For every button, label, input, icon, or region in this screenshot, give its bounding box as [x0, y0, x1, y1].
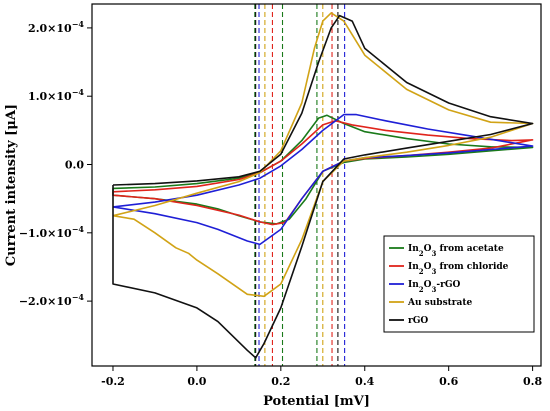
legend-text-part: O: [424, 262, 432, 272]
legend-box: [383, 235, 535, 333]
y-tick-exponent: −4: [72, 292, 85, 302]
legend-subscript: 3: [431, 249, 436, 258]
y-tick-mantissa: 1.0×10: [28, 90, 72, 103]
legend-text-part: In: [408, 244, 419, 254]
reference-lines: [254, 4, 346, 366]
y-tick-label: −1.0×10−4: [19, 224, 85, 240]
y-tick-exponent: −4: [72, 224, 85, 234]
y-tick-label: 1.0×10−4: [28, 87, 84, 103]
y-tick-label: 2.0×10−4: [28, 19, 84, 35]
legend-text-part: O: [424, 244, 432, 254]
legend-text-part: -rGO: [436, 280, 460, 290]
x-tick-label: 0.0: [187, 375, 206, 388]
x-tick-label: 0.6: [439, 375, 458, 388]
legend-subscript: 3: [431, 285, 436, 294]
legend-text-part: In: [408, 280, 419, 290]
series-line-4: [112, 12, 534, 298]
legend-entry: In2O3 from acetate: [408, 244, 504, 258]
x-tick-label: 0.2: [271, 375, 290, 388]
legend-subscript: 2: [419, 249, 424, 258]
x-axis-label: Potential [mV]: [263, 394, 370, 409]
y-tick-mantissa: −1.0×10: [19, 227, 72, 240]
legend-subscript: 3: [431, 267, 436, 276]
x-tick-label: -0.2: [101, 375, 125, 388]
legend-entry: Au substrate: [407, 298, 473, 308]
y-axis-label: Current intensity [μA]: [4, 104, 19, 266]
y-tick-mantissa: 0.0: [65, 159, 84, 172]
legend-text-part: rGO: [408, 316, 428, 326]
x-tick-label: 0.8: [523, 375, 542, 388]
y-tick-label: −2.0×10−4: [19, 292, 85, 308]
x-tick-label: 0.4: [355, 375, 374, 388]
voltammogram-series: [112, 12, 534, 359]
x-axis-ticks: -0.2 0.0 0.2 0.4 0.6 0.8: [101, 366, 543, 388]
series-line-5: [112, 14, 534, 359]
legend-text-part: Au substrate: [407, 298, 473, 308]
series-line-2: [112, 120, 534, 226]
y-tick-exponent: −4: [72, 87, 85, 97]
legend-text-part: from chloride: [436, 262, 508, 272]
plot-frame: [91, 3, 542, 367]
legend-subscript: 2: [419, 267, 424, 276]
legend-entry: In2O3-rGO: [408, 280, 461, 294]
legend-entry: In2O3 from chloride: [408, 262, 509, 276]
y-tick-exponent: −4: [72, 19, 85, 29]
legend-text-part: In: [408, 262, 419, 272]
legend-entry: rGO: [408, 316, 428, 326]
y-tick-mantissa: −2.0×10: [19, 295, 72, 308]
legend-subscript: 2: [419, 285, 424, 294]
legend-text-part: from acetate: [436, 244, 504, 254]
y-tick-mantissa: 2.0×10: [28, 22, 72, 35]
legend-text-part: O: [424, 280, 432, 290]
series-line-3: [112, 113, 534, 246]
y-tick-label: 0.0: [65, 159, 84, 172]
y-axis-ticks: 2.0×10−41.0×10−40.0−1.0×10−4−2.0×10−4: [19, 19, 92, 308]
